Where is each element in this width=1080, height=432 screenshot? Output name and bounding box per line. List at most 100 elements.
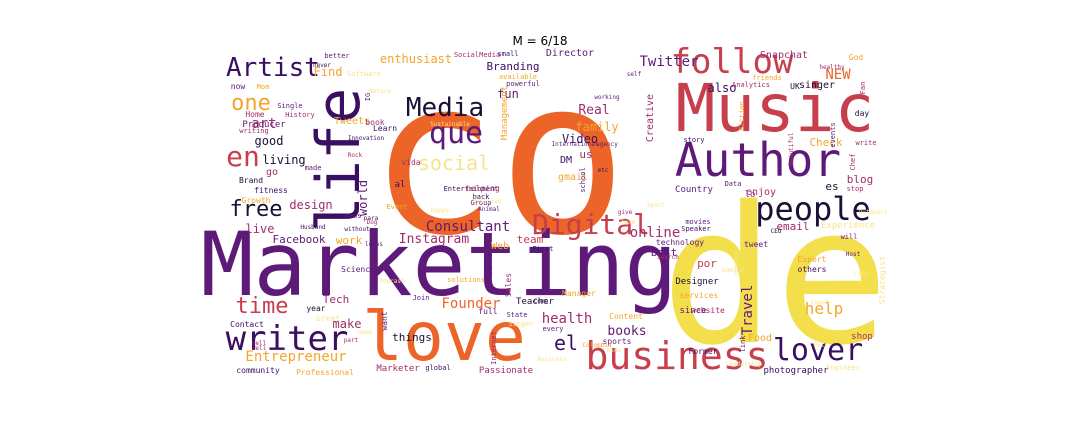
cloud-word: Web <box>491 241 509 252</box>
cloud-word: self <box>627 71 642 78</box>
cloud-word: will <box>841 233 858 241</box>
cloud-word: Video <box>562 132 598 146</box>
cloud-word: lo <box>745 190 756 200</box>
cloud-word: fun <box>497 87 519 101</box>
cloud-word: photographer <box>763 366 829 376</box>
cloud-word: part <box>344 337 359 344</box>
cloud-word: available <box>499 73 537 81</box>
cloud-word: gmail <box>558 172 588 183</box>
cloud-word: por <box>697 257 717 270</box>
cloud-word: social <box>418 151 490 175</box>
cloud-word: team <box>517 233 544 246</box>
cloud-word: loves <box>365 241 383 248</box>
cloud-word: Great <box>316 314 340 323</box>
cloud-word: Snapchat <box>760 50 808 61</box>
cloud-word: Event <box>386 203 407 211</box>
cloud-word: Growth <box>242 196 271 205</box>
cloud-word: solutions <box>447 276 485 284</box>
cloud-word: Kids <box>607 347 622 354</box>
cloud-word: Teacher <box>516 297 555 307</box>
cloud-word: Founder <box>441 296 500 312</box>
cloud-word: school <box>579 167 587 192</box>
cloud-word: Animal <box>478 206 500 213</box>
cloud-word: Check <box>809 136 842 149</box>
cloud-word: others <box>798 265 827 274</box>
cloud-word: First <box>532 245 553 253</box>
cloud-word: news <box>345 212 362 220</box>
cloud-word: para <box>364 215 379 222</box>
cloud-word: Colombia <box>583 342 612 349</box>
cloud-word: good <box>255 134 284 148</box>
cloud-word: Sport <box>647 202 665 209</box>
cloud-word: health <box>542 311 593 327</box>
cloud-word: sports <box>603 337 632 346</box>
cloud-word: Travel <box>740 285 756 336</box>
cloud-word: design <box>289 198 332 212</box>
cloud-word: Host <box>846 251 861 258</box>
cloud-word: God <box>849 53 864 62</box>
cloud-word: Fiction <box>738 101 746 131</box>
cloud-word: Sales <box>504 273 513 297</box>
cloud-word: link <box>739 335 747 353</box>
cloud-word: Group <box>470 199 491 207</box>
cloud-word: business <box>585 334 768 378</box>
cloud-word: Rock <box>348 152 363 159</box>
cloud-word: en <box>226 140 260 173</box>
cloud-word: book <box>365 118 384 127</box>
cloud-word: movies <box>685 218 710 226</box>
cloud-word: since <box>679 306 706 316</box>
cloud-word: agency <box>596 141 618 148</box>
cloud-word: world <box>356 180 370 216</box>
cloud-word: enthusiast <box>380 52 452 66</box>
cloud-word: powerful <box>506 80 540 88</box>
cloud-word: etc <box>598 167 609 174</box>
cloud-word: Gaming <box>722 267 744 274</box>
cloud-word: Management <box>500 86 510 140</box>
cloud-word: Podcast <box>379 278 405 285</box>
cloud-word: Come <box>534 298 549 305</box>
cloud-word: helping <box>466 184 500 193</box>
cloud-word: tweet <box>744 240 768 249</box>
cloud-word: friends <box>752 74 782 82</box>
cloud-word: small <box>497 50 518 58</box>
cloud-word: los <box>487 267 494 278</box>
cloud-word: Digital <box>532 208 650 241</box>
cloud-word: family <box>575 120 618 134</box>
cloud-word: Food <box>748 333 772 344</box>
cloud-word: back <box>473 193 491 201</box>
cloud-word: email <box>776 220 809 233</box>
cloud-word: stop <box>847 185 864 193</box>
cloud-word: without <box>344 226 370 233</box>
cloud-word: DM <box>560 155 572 166</box>
cloud-word: Branding <box>487 60 540 73</box>
cloud-word: healthy <box>819 64 845 71</box>
cloud-word: Author <box>675 133 841 187</box>
cloud-word: Brand <box>239 176 263 185</box>
cloud-word: blog <box>847 173 874 186</box>
cloud-word: help <box>805 299 844 318</box>
cloud-word: Science <box>341 265 375 274</box>
cloud-word: writer <box>226 319 349 359</box>
cloud-word: Sustainable <box>430 121 470 128</box>
cloud-word: Dog <box>367 219 378 226</box>
cloud-word: Experience <box>821 221 875 231</box>
cloud-word: best <box>651 246 678 259</box>
cloud-word: Internet <box>490 331 498 365</box>
cloud-word: Expert <box>798 255 827 264</box>
cloud-word: IG <box>364 93 372 101</box>
cloud-word: Pets <box>814 342 829 349</box>
cloud-word: Marketer <box>376 364 420 374</box>
cloud-word: Country <box>675 185 714 195</box>
cloud-word: CEO <box>771 228 782 235</box>
cloud-word: Fan <box>859 82 867 95</box>
cloud-word: one <box>231 91 271 116</box>
cloud-word: better <box>324 52 349 60</box>
cloud-word: co <box>369 32 628 283</box>
cloud-word: Innovation <box>348 135 385 142</box>
cloud-word: give <box>618 209 633 216</box>
cloud-word: global <box>425 364 450 372</box>
cloud-word: Entrepreneur <box>245 349 346 365</box>
cloud-word: write <box>855 139 876 147</box>
cloud-word: company <box>733 251 740 277</box>
cloud-word: Analytics <box>732 81 770 89</box>
